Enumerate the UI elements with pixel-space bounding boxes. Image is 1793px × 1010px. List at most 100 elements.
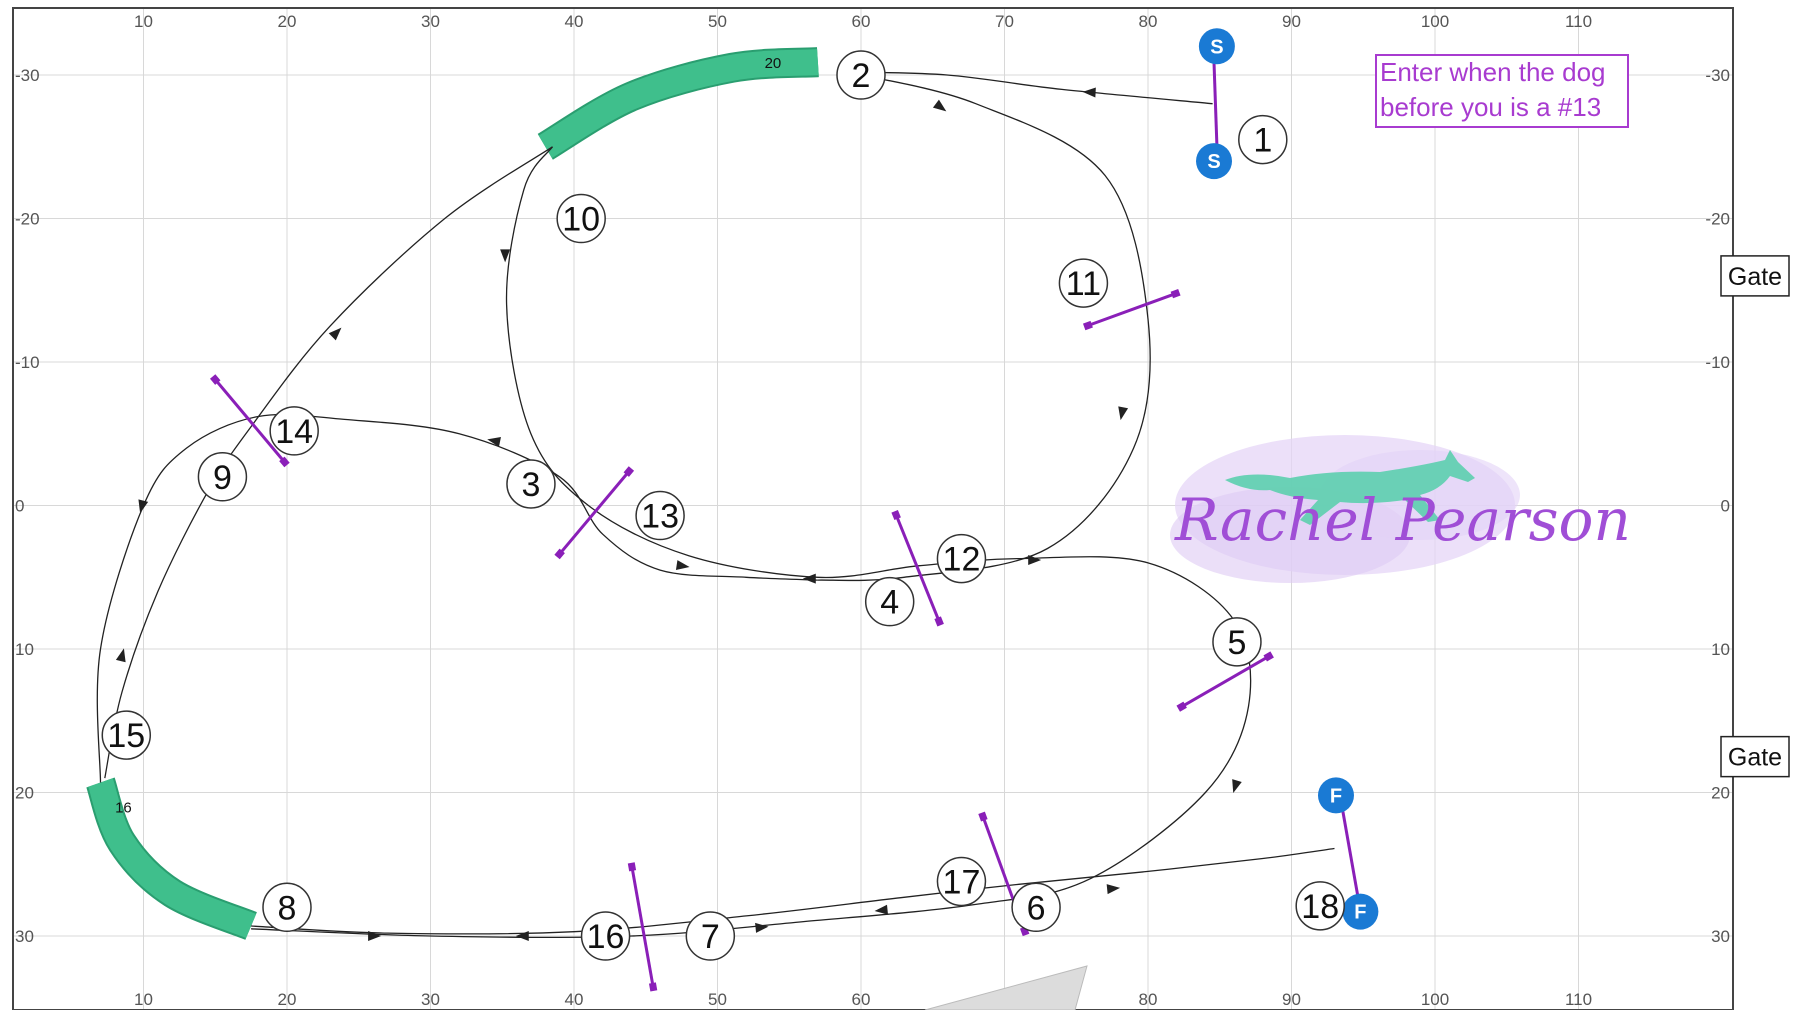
gate-box [1720,735,1790,778]
obstacle-number-label: 11 [1066,265,1101,303]
path-arrow [755,922,769,933]
y-tick-label-right: -10 [1705,353,1730,372]
path-arrow [675,560,690,570]
obstacle-number-label: 10 [562,201,600,239]
path-segment [96,413,818,783]
gate-box [1720,255,1790,297]
path-arrow [368,931,382,941]
jump [891,509,944,627]
gates: Gate Gate [1720,255,1790,778]
obstacle-number-label: 1 [1253,122,1272,160]
obstacle-number-label: 14 [275,413,313,451]
y-tick-label-left: 30 [15,927,34,946]
x-tick-label-top: 40 [565,12,584,31]
jump-bar [630,868,655,990]
obstacle-number: 2 [836,50,886,100]
jump-wing [279,456,290,468]
obstacle-number-label: 4 [880,584,899,622]
path-segment [104,146,553,779]
gate: Gate [1720,255,1790,297]
path-arrow [1028,555,1042,566]
path-arrow [487,437,501,447]
path-arrow [1232,779,1242,793]
jump-bar [895,516,942,624]
jump [1176,651,1274,712]
obstacle-number: 7 [685,911,736,961]
obstacle-number-label: 13 [641,498,679,536]
jump-wing [554,548,565,560]
obstacle-number-label: 16 [587,918,625,956]
x-tick-label-top: 60 [852,12,871,31]
jump [554,466,635,560]
jump-wing [891,509,901,521]
obstacle-number-circle [262,882,312,933]
x-tick-label-top: 100 [1421,12,1449,31]
obstacle-number: 17 [936,856,987,907]
tunnel-body [88,778,257,939]
obstacle-number-circle [635,490,685,541]
obstacle-number-circle [1011,882,1061,933]
path-arrows [115,87,1242,941]
obstacle-number-circle [1058,258,1109,308]
x-tick-label-top: 90 [1282,12,1301,31]
obstacle-number: 14 [269,406,319,456]
x-tick-label-top: 80 [1139,12,1158,31]
handler-label: F [1354,902,1366,924]
obstacle-number: 11 [1058,258,1109,308]
obstacle-number-circle [269,406,319,456]
jump-wing [1082,320,1093,331]
obstacle-number: 8 [262,882,312,933]
x-tick-label-top: 10 [134,12,153,31]
finish-marker: F [1342,893,1379,930]
jump [209,374,290,468]
path-arrow [328,327,342,341]
path-arrow [500,249,511,263]
tunnel-number: 20 [765,55,782,72]
x-tick-label-bottom: 100 [1421,990,1449,1009]
x-tick-label-bottom: 50 [708,990,727,1009]
note-line-2: before you is a #13 [1380,92,1601,122]
jump-wing [648,982,658,992]
gate: Gate [1720,735,1790,778]
path-segment [846,71,1213,105]
start-marker: S [1198,28,1235,65]
obstacle-number-circle [1238,114,1288,165]
obstacle-number-label: 6 [1027,889,1046,927]
tunnel-number: 16 [115,799,132,816]
obstacle-number-circle [1212,617,1262,667]
y-tick-label-left: 10 [15,640,34,659]
obstacle-number: 3 [506,459,556,509]
path-arrow [515,931,529,941]
path-segment [817,71,1151,582]
jump-wing [978,811,988,822]
handler-circle [1196,143,1233,180]
y-tick-label-right: -30 [1705,66,1730,85]
obstacle-number-circle [580,911,631,961]
obstacle-number-label: 2 [852,57,871,95]
note-line-1: Enter when the dog [1380,57,1606,87]
x-tick-label-bottom: 30 [421,990,440,1009]
jump-bar [215,380,287,465]
x-tick-label-top: 110 [1565,12,1592,31]
running-dog-icon [1225,450,1475,525]
tunnel: 20 [537,47,819,160]
jump-bar [1212,49,1219,158]
y-tick-label-right: 10 [1711,640,1730,659]
x-tick-label-bottom: 60 [852,990,871,1009]
obstacle-number: 4 [864,576,915,627]
jump-bar [559,469,632,554]
obstacle-number-circle [1295,881,1345,931]
obstacle-number-circle [101,710,152,760]
tunnel: 16 [86,777,257,940]
handler-label: F [1330,785,1342,807]
handler-circle [1198,28,1235,65]
obstacle-number: 16 [580,911,631,961]
x-tick-label-bottom: 20 [278,990,297,1009]
obstacle-number-circle [936,856,987,907]
obstacle-number: 5 [1212,617,1262,667]
x-tick-label-bottom: 10 [134,990,153,1009]
jump [627,862,658,992]
obstacle-number-label: 8 [278,889,297,927]
